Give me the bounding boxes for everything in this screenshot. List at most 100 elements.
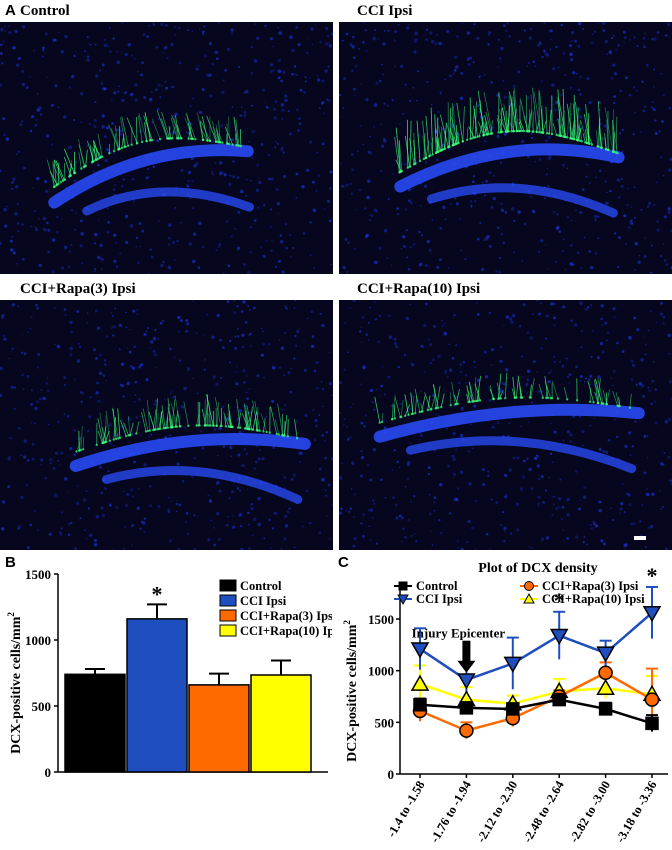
nucleus-dot xyxy=(257,457,261,461)
nucleus-dot xyxy=(460,71,464,75)
nucleus-dot xyxy=(273,511,277,515)
nucleus-dot xyxy=(133,460,136,464)
dcx-fiber xyxy=(169,411,174,428)
nucleus-dot xyxy=(537,504,540,507)
dcx-cell xyxy=(618,404,621,408)
dcx-cell xyxy=(559,134,562,138)
dcx-cell xyxy=(112,149,116,153)
nucleus-dot xyxy=(374,260,378,265)
nucleus-dot xyxy=(318,531,322,534)
dcx-fiber xyxy=(74,161,77,173)
nucleus-dot xyxy=(388,335,393,340)
nucleus-dot xyxy=(236,487,240,490)
nucleus-dot xyxy=(469,56,473,60)
panel-letter-a: A xyxy=(5,2,16,19)
nucleus-dot xyxy=(488,386,491,389)
nucleus-dot xyxy=(125,326,128,329)
nucleus-dot xyxy=(72,453,76,457)
nucleus-dot xyxy=(539,301,543,305)
nucleus-dot xyxy=(185,521,187,523)
nucleus-dot xyxy=(633,316,637,320)
dcx-fiber xyxy=(477,90,485,136)
nucleus-dot xyxy=(638,381,642,386)
nucleus-dot xyxy=(474,548,477,550)
legend-label: CCI+Rapa(3) Ipsi xyxy=(240,609,332,623)
nucleus-dot xyxy=(546,168,549,170)
dcx-fiber xyxy=(462,106,465,142)
nucleus-dot xyxy=(509,532,513,535)
dcx-fiber xyxy=(530,378,535,398)
dcx-cell xyxy=(114,437,118,441)
nucleus-dot xyxy=(472,175,476,178)
dcx-cell xyxy=(227,425,231,428)
nucleus-dot xyxy=(383,393,386,396)
nucleus-dot xyxy=(284,305,287,308)
dcx-fiber xyxy=(496,118,502,133)
nucleus-dot xyxy=(423,184,428,188)
nucleus-dot xyxy=(509,317,513,321)
nucleus-dot xyxy=(185,512,189,515)
nucleus-dot xyxy=(562,539,564,542)
nucleus-dot xyxy=(571,415,575,419)
nucleus-dot xyxy=(122,395,125,398)
nucleus-dot xyxy=(562,439,565,442)
nucleus-dot xyxy=(349,43,353,47)
nucleus-dot xyxy=(378,246,382,250)
dcx-cell xyxy=(449,403,452,407)
nucleus-dot xyxy=(106,148,109,151)
nucleus-dot xyxy=(484,375,489,379)
dcx-fiber xyxy=(200,121,211,141)
dcx-fiber xyxy=(144,112,152,141)
nucleus-dot xyxy=(665,263,669,266)
dcx-fiber xyxy=(95,148,98,160)
dcx-fiber xyxy=(135,421,140,434)
nucleus-dot xyxy=(155,45,159,49)
nucleus-dot xyxy=(360,474,363,478)
nucleus-dot xyxy=(373,103,378,107)
nucleus-dot xyxy=(220,376,223,379)
dcx-cell xyxy=(146,429,150,433)
dcx-cell xyxy=(191,137,195,141)
dcx-cell xyxy=(224,425,228,428)
nucleus-dot xyxy=(38,397,42,401)
nucleus-dot xyxy=(529,336,533,340)
nucleus-dot xyxy=(120,419,123,422)
nucleus-dot xyxy=(498,257,501,260)
nucleus-dot xyxy=(499,346,503,349)
nucleus-dot xyxy=(126,381,131,386)
dcx-cell xyxy=(238,426,242,430)
dcx-fiber xyxy=(216,401,220,426)
nucleus-dot xyxy=(446,375,449,378)
nucleus-dot xyxy=(103,87,107,91)
nucleus-dot xyxy=(274,146,277,149)
nucleus-dot xyxy=(361,455,365,460)
nucleus-dot xyxy=(170,499,173,502)
nucleus-dot xyxy=(140,520,144,524)
nucleus-dot xyxy=(555,507,559,510)
nucleus-dot xyxy=(470,423,472,426)
nucleus-dot xyxy=(232,514,235,517)
nucleus-dot xyxy=(636,44,639,48)
nucleus-dot xyxy=(218,22,220,24)
nucleus-dot xyxy=(399,64,404,68)
nucleus-dot xyxy=(321,434,325,437)
nucleus-dot xyxy=(451,454,455,458)
nucleus-dot xyxy=(36,108,40,112)
nucleus-dot xyxy=(271,399,275,403)
nucleus-dot xyxy=(548,372,551,374)
nucleus-dot xyxy=(179,319,183,323)
nucleus-dot xyxy=(243,111,247,114)
nucleus-dot xyxy=(236,305,239,308)
dcx-cell xyxy=(420,410,423,413)
nucleus-dot xyxy=(400,540,403,543)
nucleus-dot xyxy=(561,506,565,509)
nucleus-dot xyxy=(134,380,138,384)
nucleus-dot xyxy=(108,503,112,506)
nucleus-dot xyxy=(211,172,214,176)
nucleus-dot xyxy=(643,335,645,337)
nucleus-dot xyxy=(549,422,552,425)
dcx-fiber xyxy=(183,401,189,426)
nucleus-dot xyxy=(10,248,14,252)
nucleus-dot xyxy=(641,504,644,506)
nucleus-dot xyxy=(409,99,412,102)
